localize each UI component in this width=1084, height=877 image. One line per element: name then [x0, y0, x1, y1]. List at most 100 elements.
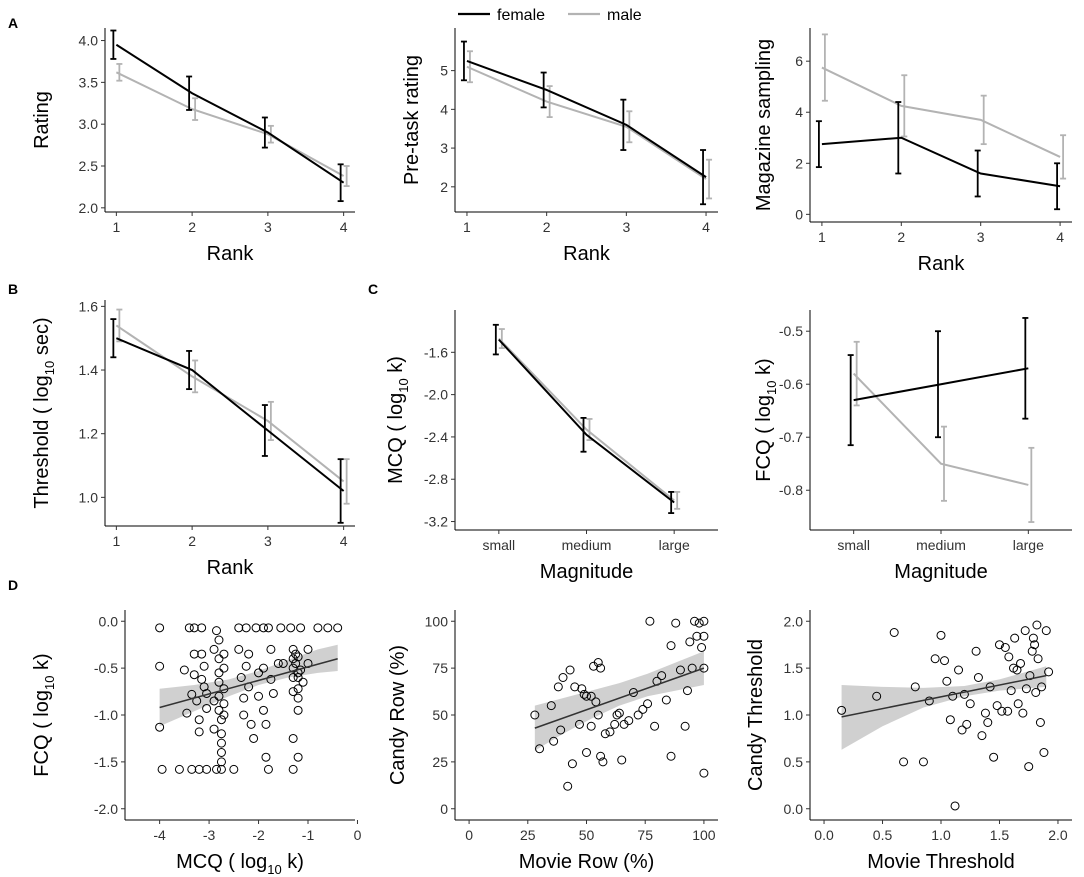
data-point — [610, 719, 620, 729]
data-point — [598, 757, 608, 767]
y-tick-label: 3.0 — [79, 116, 99, 132]
x-tick-label: 4 — [702, 219, 710, 235]
y-tick-label: 0 — [795, 206, 803, 222]
data-point — [219, 710, 229, 720]
y-tick-label: 2.0 — [784, 613, 804, 629]
series-line-male — [466, 65, 707, 180]
data-point — [155, 722, 165, 732]
x-tick-label: small — [837, 537, 870, 553]
series-line-male — [115, 71, 345, 177]
x-tick-label: 3 — [264, 533, 272, 549]
y-tick-label: 3.5 — [79, 74, 99, 90]
data-point — [837, 705, 847, 715]
y-tick-label: 2.0 — [79, 200, 99, 216]
series-line-male — [821, 66, 1061, 158]
y-axis-label: Threshold ( log10 sec) — [31, 317, 57, 508]
series-line-male — [498, 337, 675, 502]
chart-a3: 0 2 4 6 1 2 3 4 Rank Magazine sampling — [753, 28, 1072, 275]
data-point — [682, 686, 692, 696]
data-point — [293, 652, 303, 662]
x-tick-label: 4 — [1056, 229, 1064, 245]
data-point — [212, 764, 222, 774]
data-point — [699, 631, 709, 641]
x-tick-label: 2 — [188, 219, 196, 235]
x-tick-label: 1 — [463, 219, 471, 235]
data-point — [954, 665, 964, 675]
data-point — [565, 665, 575, 675]
data-point — [239, 693, 249, 703]
data-point — [699, 768, 709, 778]
data-point — [957, 725, 967, 735]
y-tick-label: 0.5 — [784, 754, 804, 770]
data-point — [229, 764, 239, 774]
data-point — [918, 757, 928, 767]
data-point — [263, 623, 273, 633]
data-point — [1037, 682, 1047, 692]
x-tick-label: medium — [562, 537, 612, 553]
panel-letter-c: C — [368, 281, 378, 297]
data-point — [288, 764, 298, 774]
x-tick-label: -1 — [302, 827, 315, 843]
data-point — [214, 677, 224, 687]
y-tick-label: -1.0 — [94, 707, 118, 723]
data-point — [973, 673, 983, 682]
data-point — [1035, 718, 1045, 727]
data-point — [1016, 658, 1026, 668]
y-tick-label: -2.0 — [94, 801, 118, 817]
data-point — [214, 635, 224, 645]
x-axis-label: Rank — [918, 253, 966, 275]
y-tick-label: -0.7 — [779, 429, 803, 445]
data-point — [189, 649, 199, 659]
y-axis-label: FCQ ( log10 k) — [31, 653, 57, 776]
data-point — [216, 757, 226, 767]
legend-female-label: female — [497, 7, 545, 24]
data-point — [288, 687, 298, 697]
data-point — [194, 764, 204, 774]
data-point — [553, 682, 563, 692]
data-point — [582, 748, 591, 757]
chart-d3: 0.0 0.5 1.0 1.5 2.0 0.0 0.5 1.0 1.5 2.0 Movie Thre… — [745, 610, 1072, 873]
data-point — [258, 705, 268, 715]
data-point — [959, 689, 969, 699]
x-tick-label: 2 — [543, 219, 551, 235]
data-point — [216, 748, 226, 757]
data-point — [671, 618, 681, 628]
x-tick-label: 0 — [354, 827, 362, 843]
panel-letter-d: D — [8, 577, 18, 593]
data-point — [1041, 626, 1051, 636]
data-point — [617, 755, 627, 765]
data-point — [216, 764, 226, 774]
data-point — [278, 658, 288, 668]
data-point — [971, 646, 981, 656]
data-point — [645, 616, 655, 626]
y-tick-label: -2.8 — [424, 471, 448, 487]
data-point — [556, 725, 566, 735]
y-tick-label: -1.5 — [94, 754, 118, 770]
x-tick-label: 0 — [465, 827, 473, 843]
x-tick-label: 1.5 — [990, 827, 1010, 843]
y-tick-label: 100 — [425, 613, 449, 629]
data-point — [254, 691, 264, 701]
data-point — [276, 623, 286, 633]
data-point — [614, 708, 624, 718]
x-axis-label: Rank — [563, 243, 611, 265]
data-point — [605, 727, 615, 737]
data-point — [948, 691, 958, 701]
y-tick-label: 25 — [432, 754, 448, 770]
data-point — [577, 684, 587, 694]
x-tick-label: 3 — [622, 219, 630, 235]
data-point — [197, 674, 207, 684]
data-point — [872, 691, 882, 701]
data-point — [994, 640, 1004, 650]
data-point — [157, 764, 167, 774]
y-tick-label: 2.5 — [79, 158, 99, 174]
confidence-band — [534, 651, 704, 751]
data-point — [989, 752, 999, 762]
data-point — [1030, 640, 1040, 650]
data-point — [263, 764, 273, 774]
y-tick-label: 1.0 — [784, 707, 804, 723]
x-tick-label: 75 — [637, 827, 653, 843]
data-point — [624, 716, 634, 726]
data-point — [535, 744, 545, 754]
data-point — [633, 710, 643, 720]
